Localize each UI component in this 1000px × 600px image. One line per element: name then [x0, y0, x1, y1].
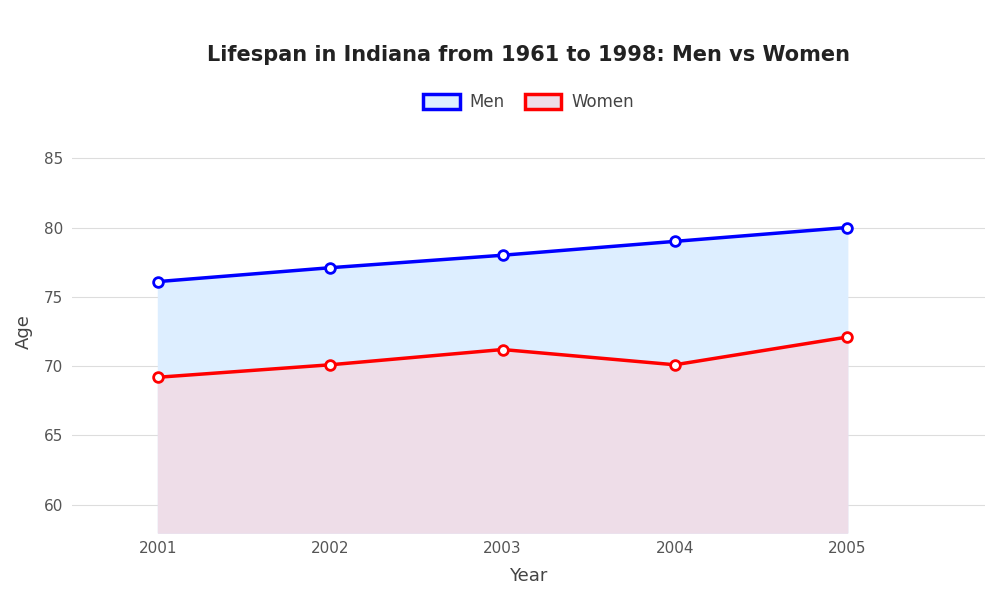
Legend: Men, Women: Men, Women	[416, 86, 641, 118]
Title: Lifespan in Indiana from 1961 to 1998: Men vs Women: Lifespan in Indiana from 1961 to 1998: M…	[207, 45, 850, 65]
X-axis label: Year: Year	[509, 567, 548, 585]
Y-axis label: Age: Age	[15, 314, 33, 349]
